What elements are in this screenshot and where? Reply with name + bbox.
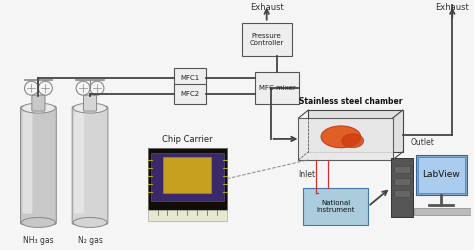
Bar (151, 153, 224, 200)
Text: Pressure
Controller: Pressure Controller (249, 33, 284, 46)
Text: Inlet: Inlet (298, 170, 315, 179)
Text: MFC2: MFC2 (181, 91, 200, 97)
FancyBboxPatch shape (20, 106, 56, 224)
Bar (242, 22, 292, 56)
Text: Outlet: Outlet (410, 138, 435, 147)
Bar (174, 68, 206, 88)
Text: Chip Carrier: Chip Carrier (162, 135, 213, 144)
Text: NH₃ gas: NH₃ gas (23, 236, 54, 246)
Bar (147, 148, 227, 210)
Ellipse shape (342, 134, 364, 148)
Bar (147, 210, 227, 222)
Bar (394, 178, 410, 185)
Ellipse shape (73, 103, 107, 113)
Bar (416, 155, 467, 194)
Bar (394, 166, 410, 173)
Text: N₂ gas: N₂ gas (78, 236, 102, 246)
Bar (255, 72, 300, 104)
Text: Stainless steel chamber: Stainless steel chamber (299, 97, 402, 106)
FancyBboxPatch shape (32, 95, 45, 111)
Text: Exhaust: Exhaust (436, 3, 469, 12)
Bar (303, 188, 368, 226)
Bar (391, 158, 412, 218)
Bar (394, 190, 410, 196)
Bar (414, 208, 474, 214)
Bar (299, 118, 393, 160)
Text: MFC mixer: MFC mixer (259, 85, 295, 91)
Bar (164, 157, 211, 192)
FancyBboxPatch shape (23, 112, 32, 214)
Bar (174, 84, 206, 104)
Ellipse shape (73, 218, 107, 228)
Ellipse shape (321, 126, 361, 148)
Bar (418, 157, 465, 192)
Text: National
Instrument: National Instrument (317, 200, 355, 213)
FancyBboxPatch shape (74, 112, 84, 214)
Ellipse shape (21, 218, 55, 228)
Bar (309, 110, 403, 152)
Text: MFC1: MFC1 (181, 75, 200, 81)
FancyBboxPatch shape (72, 106, 108, 224)
Text: Exhaust: Exhaust (250, 3, 283, 12)
Text: LabView: LabView (422, 170, 460, 179)
Ellipse shape (21, 103, 55, 113)
FancyBboxPatch shape (83, 95, 97, 111)
